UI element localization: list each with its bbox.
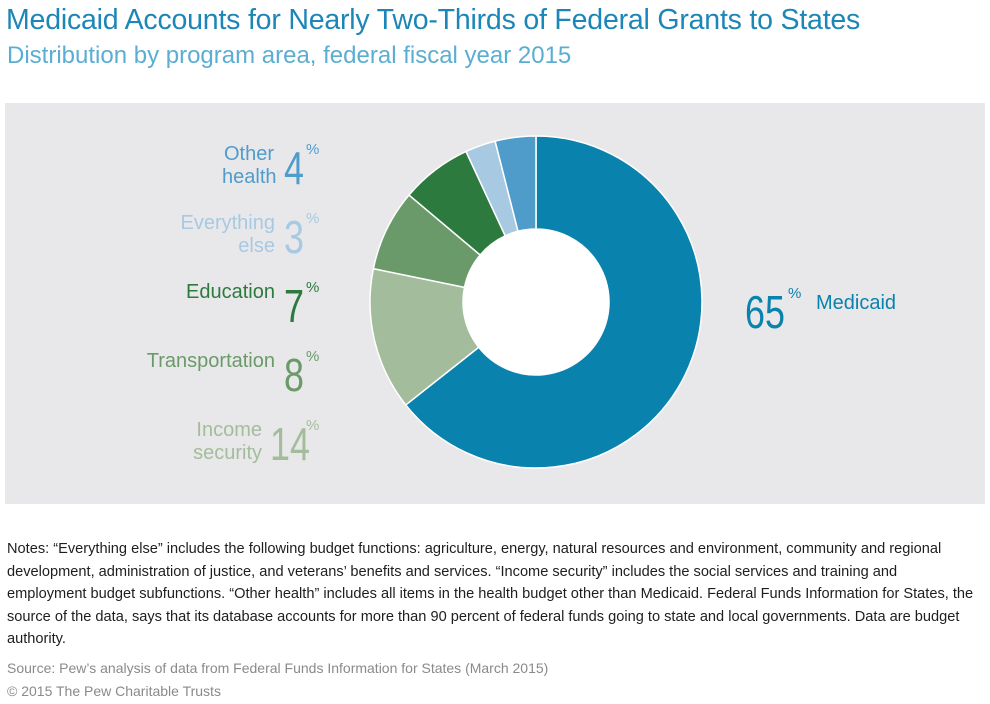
label-income-security-value: 14 [270,418,310,470]
chart-source: Source: Pew’s analysis of data from Fede… [7,660,549,676]
label-medicaid-sign: % [788,285,802,302]
label-income-security-line2: security [193,442,262,464]
label-everything-else-line2: else [238,235,275,257]
label-medicaid-name: Medicaid [816,292,897,314]
chart-notes: Notes: “Everything else” includes the fo… [7,541,974,647]
label-everything-else-sign: % [306,210,320,227]
label-everything-else-line1: Everything [180,212,276,234]
label-transportation-sign: % [306,348,320,365]
label-income-security-sign: % [306,417,320,434]
label-transportation-name: Transportation [146,350,275,372]
label-other-health-line2: health [222,166,277,188]
label-income-security-name: Income security [190,419,262,465]
label-income-security-line1: Income [196,419,262,441]
chart-title: Medicaid Accounts for Nearly Two-Thirds … [6,4,861,36]
chart-copyright: © 2015 The Pew Charitable Trusts [7,683,221,699]
label-everything-else-name: Everything else [177,212,276,258]
label-everything-else-value: 3 [284,211,304,263]
donut-chart [369,135,703,469]
label-other-health-value: 4 [284,142,304,194]
label-education-value: 7 [284,280,304,332]
label-other-health-line1: Other [223,143,274,165]
donut-hole [463,229,609,375]
label-other-health-sign: % [306,141,320,158]
label-transportation-value: 8 [284,349,304,401]
label-education-name: Education [186,281,275,303]
chart-panel: Other health 4 % Everything else 3 % Edu… [5,103,985,504]
chart-subtitle: Distribution by program area, federal fi… [7,42,572,69]
label-other-health-name: Other health [222,143,277,189]
label-medicaid-value: 65 [745,286,785,338]
label-education-sign: % [306,279,320,296]
